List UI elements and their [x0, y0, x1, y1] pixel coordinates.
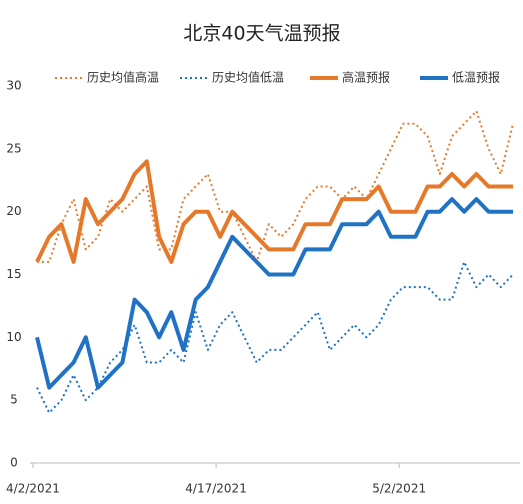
y-tick-label: 0 — [10, 456, 18, 470]
legend-label: 低温预报 — [452, 70, 500, 85]
y-tick-label: 30 — [6, 79, 21, 93]
chart-title: 北京40天气温预报 — [183, 23, 340, 45]
series-line — [36, 260, 514, 414]
x-tick-label: 4/17/2021 — [185, 482, 247, 496]
x-tick-label: 4/2/2021 — [6, 482, 60, 496]
legend-label: 高温预报 — [342, 70, 390, 85]
legend-label: 历史均值高温 — [87, 70, 159, 85]
y-tick-label: 25 — [6, 141, 21, 155]
y-tick-label: 15 — [6, 267, 21, 281]
series-line — [35, 159, 513, 264]
legend-label: 历史均值低温 — [212, 70, 284, 85]
y-tick-label: 20 — [6, 204, 21, 218]
series-line — [37, 110, 514, 263]
y-tick-label: 10 — [6, 330, 21, 344]
y-tick-label: 5 — [10, 393, 18, 407]
x-tick-label: 5/2/2021 — [372, 482, 426, 496]
series-line — [35, 197, 513, 390]
